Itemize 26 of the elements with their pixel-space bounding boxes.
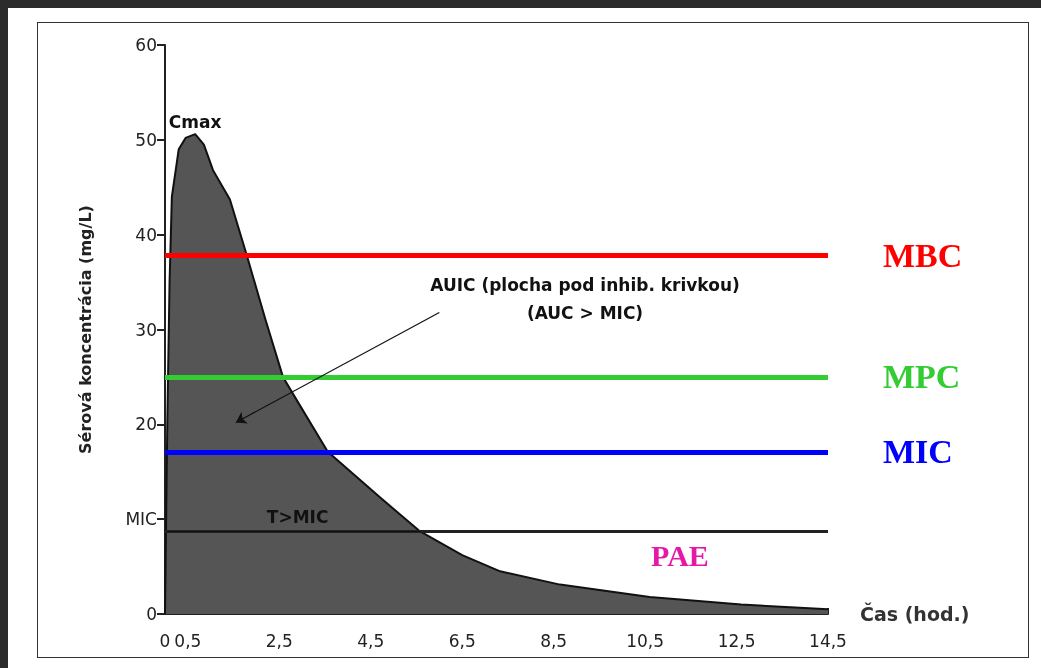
y-tick-label: 40 xyxy=(135,224,157,245)
x-tick-label: 0 xyxy=(159,630,171,651)
x-tick-label: 0,5 xyxy=(174,630,202,651)
ref-line-label: MIC xyxy=(883,433,953,471)
x-axis-title: Čas (hod.) xyxy=(860,602,970,625)
annotation: Cmax xyxy=(168,111,222,132)
y-tick-label: 0 xyxy=(146,604,157,624)
y-axis-title: Sérová koncentrácia (mg/L) xyxy=(75,205,95,454)
annotation: PAE xyxy=(651,538,709,572)
x-tick-label: 2,5 xyxy=(265,630,293,651)
x-tick-label: 10,5 xyxy=(626,630,665,651)
x-tick-label: 12,5 xyxy=(717,630,756,651)
y-tick-label: MIC xyxy=(125,509,157,530)
y-tick-label: 50 xyxy=(135,129,157,150)
ref-line-label: MPC xyxy=(883,358,961,396)
ref-line-label: MBC xyxy=(883,237,963,275)
x-tick-label: 6,5 xyxy=(448,630,476,651)
x-tick-label: 8,5 xyxy=(540,630,568,651)
y-tick-label: 60 xyxy=(135,35,157,55)
x-tick-label: 4,5 xyxy=(357,630,385,651)
annotation: T>MIC xyxy=(266,506,329,527)
annotation: (AUC > MIC) xyxy=(526,302,644,323)
annotation: AUIC (plocha pod inhib. krivkou) xyxy=(430,274,740,295)
y-tick-label: 30 xyxy=(135,319,157,340)
x-tick-label: 14,5 xyxy=(809,630,847,651)
y-tick-label: 20 xyxy=(135,414,157,435)
